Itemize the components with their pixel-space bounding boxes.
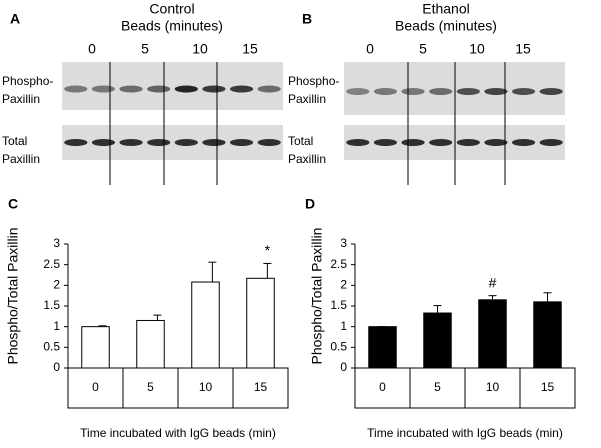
x-tick-label: 0 (92, 380, 99, 394)
row-label: Paxillin (2, 92, 40, 106)
timepoint-label: 15 (515, 41, 531, 57)
x-tick-label: 10 (199, 380, 213, 394)
blot-band (511, 139, 536, 146)
blot-band (91, 85, 116, 93)
blot-band (119, 85, 143, 93)
y-tick-label: 2 (53, 278, 60, 292)
y-tick-label: 1.5 (330, 298, 347, 312)
blot-band (539, 139, 563, 146)
blot-band (373, 88, 398, 95)
blot-band (401, 139, 425, 146)
significance-mark: * (265, 242, 271, 258)
x-axis-label: Time incubated with IgG beads (min) (80, 426, 276, 440)
panel-letter: D (305, 196, 315, 212)
bar (81, 326, 110, 369)
y-tick-label: 1 (53, 319, 60, 333)
blot-band (64, 85, 88, 93)
timepoint-label: 5 (141, 41, 149, 57)
timepoint-label: 0 (88, 41, 96, 57)
row-label: Paxillin (288, 152, 326, 166)
y-tick-label: 2.5 (330, 257, 347, 271)
blot-band (119, 139, 143, 146)
x-tick-label: 0 (379, 380, 386, 394)
blot-band (511, 88, 536, 95)
x-tick-label: 10 (486, 380, 500, 394)
y-tick-label: 0 (340, 360, 347, 374)
bar (191, 281, 220, 369)
blot-title: Beads (minutes) (121, 18, 223, 34)
blot-band (91, 139, 116, 146)
blot-band (202, 139, 226, 146)
y-tick-label: 3 (53, 236, 60, 250)
bar (478, 299, 507, 369)
y-tick-label: 1.5 (43, 298, 60, 312)
bar (423, 312, 452, 369)
blot-band (147, 139, 171, 146)
blot-band (456, 139, 480, 146)
bar (533, 301, 562, 369)
y-tick-label: 2 (340, 278, 347, 292)
blot-band (202, 85, 226, 93)
blot-band (257, 139, 281, 146)
blot-title: Beads (minutes) (395, 18, 497, 34)
blot-band (539, 88, 563, 95)
timepoint-label: 5 (419, 41, 427, 57)
bar (246, 277, 275, 369)
blot-band (229, 85, 254, 93)
blot-band (174, 85, 198, 93)
blot-band (373, 139, 398, 146)
timepoint-label: 0 (366, 41, 374, 57)
row-label: Total (288, 134, 313, 148)
y-axis-label: Phospho/Total Paxillin (309, 228, 325, 365)
x-tick-label: 15 (541, 380, 555, 394)
blot-band (346, 88, 370, 95)
bar (368, 326, 397, 369)
y-tick-label: 1 (340, 319, 347, 333)
blot-band (174, 139, 198, 146)
blot-title: Control (149, 1, 194, 17)
blot-band (229, 139, 254, 146)
blot-band (484, 88, 508, 95)
row-label: Phospho- (2, 74, 53, 88)
row-label: Paxillin (288, 92, 326, 106)
panel-letter: A (10, 11, 20, 27)
blot-band (346, 139, 370, 146)
blot-band (484, 139, 508, 146)
x-tick-label: 5 (434, 380, 441, 394)
blot-band (456, 88, 480, 95)
row-label: Total (2, 134, 27, 148)
panel-letter: C (8, 196, 18, 212)
significance-mark: # (489, 274, 497, 290)
y-tick-label: 3 (340, 236, 347, 250)
x-tick-label: 5 (147, 380, 154, 394)
blot-band (429, 88, 453, 95)
blot-title: Ethanol (422, 1, 469, 17)
bar (136, 319, 165, 369)
y-tick-label: 0.5 (43, 340, 60, 354)
blot-band (401, 88, 425, 95)
panel-letter: B (302, 11, 312, 27)
timepoint-label: 10 (469, 41, 485, 57)
x-tick-label: 15 (254, 380, 268, 394)
row-label: Paxillin (2, 152, 40, 166)
blot-band (64, 139, 88, 146)
timepoint-label: 15 (242, 41, 258, 57)
y-tick-label: 2.5 (43, 257, 60, 271)
timepoint-label: 10 (192, 41, 208, 57)
y-tick-label: 0.5 (330, 340, 347, 354)
y-axis-label: Phospho/Total Paxillin (5, 228, 21, 365)
x-axis-label: Time incubated with IgG beads (min) (367, 426, 563, 440)
blot-band (429, 139, 453, 146)
blot-band (257, 85, 281, 93)
blot-band (147, 85, 171, 93)
blot-image (62, 62, 283, 110)
y-tick-label: 0 (53, 360, 60, 374)
row-label: Phospho- (288, 74, 339, 88)
